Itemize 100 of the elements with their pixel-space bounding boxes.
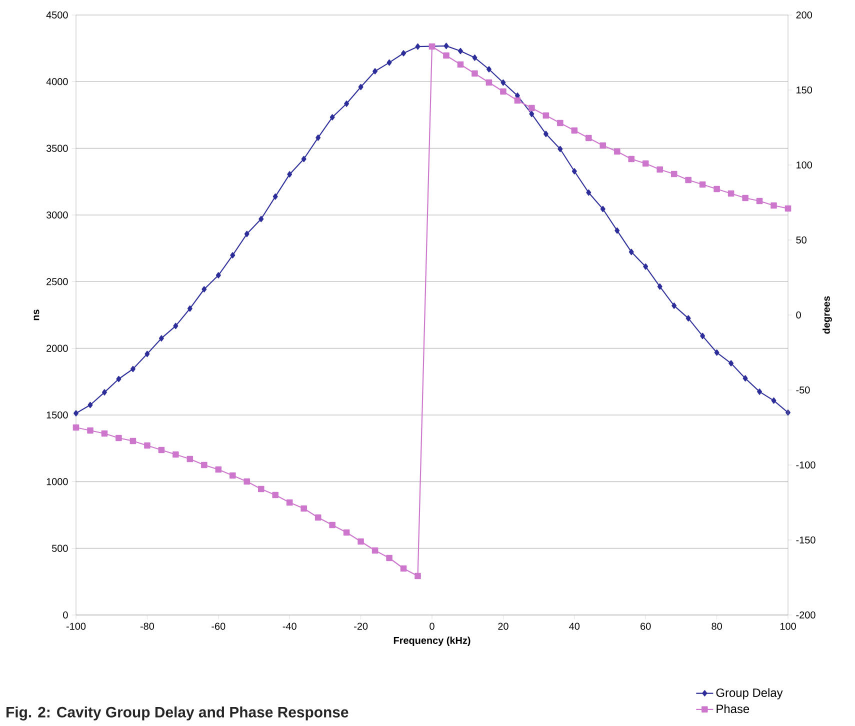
point xyxy=(586,134,592,142)
y-tick-label: 1000 xyxy=(46,478,68,486)
point xyxy=(272,193,278,200)
point xyxy=(172,451,179,458)
point xyxy=(386,554,392,562)
y2-axis-title: degrees xyxy=(822,296,832,334)
y-tick-label: 4000 xyxy=(46,78,68,86)
point xyxy=(202,286,207,292)
point xyxy=(329,522,336,528)
point xyxy=(443,52,450,59)
point xyxy=(244,230,250,238)
point xyxy=(343,529,350,536)
point xyxy=(500,88,506,95)
point xyxy=(728,360,734,366)
point xyxy=(301,156,306,162)
point xyxy=(372,547,378,554)
point xyxy=(201,462,208,468)
y-tick-label: 0 xyxy=(63,611,68,619)
x-tick-label: -80 xyxy=(140,622,154,630)
y2-tick-label: -150 xyxy=(796,536,816,544)
y2-tick-label: -100 xyxy=(796,461,816,469)
x-tick-label: -100 xyxy=(66,622,86,630)
point xyxy=(472,70,478,77)
point xyxy=(699,181,706,188)
point xyxy=(144,442,150,449)
x-tick-label: -40 xyxy=(282,622,296,630)
point xyxy=(287,171,292,178)
point xyxy=(458,48,463,54)
x-tick-label: 100 xyxy=(780,622,796,630)
point xyxy=(486,66,492,72)
x-tick-label: 20 xyxy=(498,622,508,630)
point xyxy=(586,189,592,196)
x-tick-label: 60 xyxy=(640,622,651,630)
x-axis-title: Frequency (kHz) xyxy=(394,636,470,646)
point xyxy=(742,194,748,202)
point xyxy=(472,54,478,61)
point xyxy=(784,205,792,212)
point xyxy=(187,305,192,312)
y-axis-title: ns xyxy=(34,310,40,320)
point xyxy=(500,79,506,86)
x-tick-label: -20 xyxy=(354,622,368,630)
point xyxy=(401,50,406,56)
point xyxy=(230,252,236,258)
point xyxy=(614,148,620,155)
y-tick-label: 2500 xyxy=(46,278,68,286)
point xyxy=(728,190,734,197)
x-tick-label: 0 xyxy=(430,622,434,630)
legend-label: Phase xyxy=(716,704,750,714)
point xyxy=(557,120,564,126)
point xyxy=(400,565,407,572)
point xyxy=(330,114,335,120)
point xyxy=(572,168,577,174)
point xyxy=(144,350,150,358)
point xyxy=(670,170,678,178)
point xyxy=(700,332,706,340)
point xyxy=(714,186,720,192)
point xyxy=(757,388,762,395)
point xyxy=(358,84,364,90)
point xyxy=(215,466,222,473)
x-tick-label: -60 xyxy=(212,622,226,630)
y-tick-label: 3000 xyxy=(46,211,68,219)
point xyxy=(116,434,122,442)
point xyxy=(286,499,293,506)
point xyxy=(230,472,236,479)
point xyxy=(88,402,93,408)
point xyxy=(173,322,178,330)
point xyxy=(558,146,563,152)
point xyxy=(656,166,663,173)
point xyxy=(672,302,677,309)
point xyxy=(543,130,548,138)
y-tick-label: 500 xyxy=(52,544,68,552)
point xyxy=(771,397,776,404)
point xyxy=(314,514,322,521)
point xyxy=(686,315,691,322)
y-tick-label: 3500 xyxy=(46,144,68,152)
legend-label: Group Delay xyxy=(716,688,783,700)
point xyxy=(258,486,264,492)
y-tick-label: 2000 xyxy=(46,344,68,352)
point xyxy=(130,366,136,372)
point xyxy=(300,505,307,512)
point xyxy=(72,424,80,431)
point xyxy=(643,263,648,270)
point xyxy=(116,376,122,382)
point xyxy=(614,227,620,234)
y2-tick-label: 0 xyxy=(796,311,801,319)
point xyxy=(158,335,164,342)
point xyxy=(186,456,194,462)
point xyxy=(528,104,535,112)
point xyxy=(386,59,392,66)
point xyxy=(742,375,748,382)
y2-tick-label: 50 xyxy=(796,236,806,244)
y-tick-label: 4500 xyxy=(46,11,68,19)
point xyxy=(272,492,279,498)
caption: Fig. 2: Cavity Group Delay and Phase Response xyxy=(6,706,348,720)
point xyxy=(258,216,264,222)
point xyxy=(657,283,662,290)
y2-tick-label: 150 xyxy=(796,86,812,94)
point xyxy=(158,446,165,454)
point xyxy=(101,430,108,437)
point xyxy=(428,43,436,50)
